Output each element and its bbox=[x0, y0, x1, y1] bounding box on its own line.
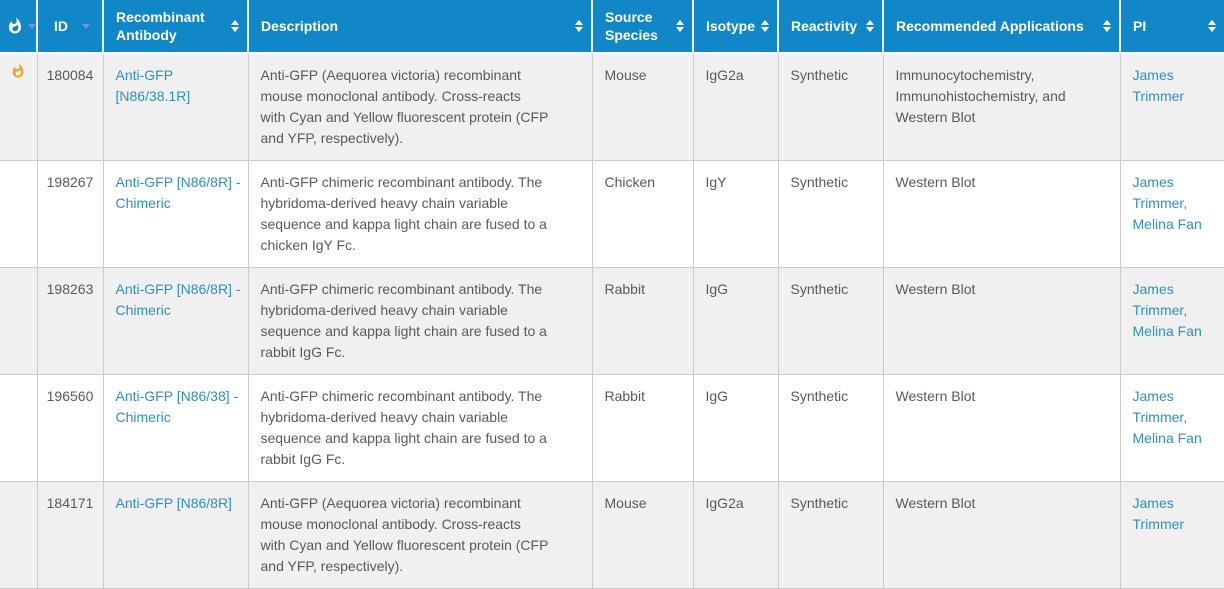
pi-link[interactable]: Melina Fan bbox=[1132, 323, 1202, 339]
antibody-cell: Anti-GFP [N86/8R] - Chimeric bbox=[103, 160, 249, 268]
table-body: 180084 Anti-GFP [N86/38.1R] Anti-GFP (Aequ… bbox=[0, 53, 1224, 589]
source-species-cell: Rabbit bbox=[592, 267, 694, 375]
table-row: 198267 Anti-GFP [N86/8R] - Chimeric Anti-G… bbox=[0, 160, 1224, 268]
sort-icon bbox=[866, 20, 874, 32]
description-cell: Anti-GFP (Aequorea victoria) recombinant… bbox=[248, 481, 593, 589]
id-cell: 196560 bbox=[37, 374, 104, 482]
hot-cell bbox=[0, 160, 38, 268]
antibody-link[interactable]: Anti-GFP [N86/8R] - Chimeric bbox=[115, 281, 241, 318]
pi-cell: James Trimmer bbox=[1120, 53, 1224, 161]
applications-cell: Western Blot bbox=[883, 160, 1121, 268]
column-header-species[interactable]: Source Species bbox=[592, 0, 694, 54]
sort-icon bbox=[676, 20, 684, 32]
sort-descending-icon bbox=[82, 23, 90, 29]
column-header-pi[interactable]: PI bbox=[1120, 0, 1224, 54]
pi-cell: James Trimmer, Melina Fan bbox=[1120, 374, 1224, 482]
isotype-cell: IgG2a bbox=[693, 53, 779, 161]
antibody-link[interactable]: Anti-GFP [N86/8R] - Chimeric bbox=[115, 174, 241, 211]
antibody-cell: Anti-GFP [N86/38] - Chimeric bbox=[103, 374, 249, 482]
isotype-cell: IgG bbox=[693, 267, 779, 375]
applications-cell: Western Blot bbox=[883, 374, 1121, 482]
reactivity-cell: Synthetic bbox=[778, 481, 884, 589]
description-cell: Anti-GFP chimeric recombinant antibody. … bbox=[248, 374, 593, 482]
sort-icon bbox=[575, 20, 583, 32]
hot-cell bbox=[0, 481, 38, 589]
applications-cell: Western Blot bbox=[883, 267, 1121, 375]
reactivity-cell: Synthetic bbox=[778, 53, 884, 161]
column-header-reactivity[interactable]: Reactivity bbox=[778, 0, 884, 54]
pi-link[interactable]: Melina Fan bbox=[1132, 216, 1202, 232]
antibody-link[interactable]: Anti-GFP [N86/38.1R] bbox=[115, 67, 191, 104]
applications-cell: Immunocytochemistry, Immunohistochemistr… bbox=[883, 53, 1121, 161]
column-label-antibody: Recombinant Antibody bbox=[116, 9, 205, 43]
isotype-cell: IgY bbox=[693, 160, 779, 268]
applications-cell: Western Blot bbox=[883, 481, 1121, 589]
column-label-desc: Description bbox=[261, 18, 339, 34]
antibody-cell: Anti-GFP [N86/38.1R] bbox=[103, 53, 249, 161]
pi-cell: James Trimmer, Melina Fan bbox=[1120, 160, 1224, 268]
sort-icon bbox=[1208, 20, 1216, 32]
pi-cell: James Trimmer, Melina Fan bbox=[1120, 267, 1224, 375]
reactivity-cell: Synthetic bbox=[778, 160, 884, 268]
column-header-id[interactable]: ID bbox=[37, 0, 104, 54]
hot-cell bbox=[0, 267, 38, 375]
source-species-cell: Chicken bbox=[592, 160, 694, 268]
hot-cell bbox=[0, 374, 38, 482]
sort-icon bbox=[1103, 20, 1111, 32]
column-label-apps: Recommended Applications bbox=[896, 18, 1084, 34]
pi-link[interactable]: James Trimmer bbox=[1132, 281, 1184, 318]
antibody-cell: Anti-GFP [N86/8R] bbox=[103, 481, 249, 589]
column-label-reactivity: Reactivity bbox=[791, 18, 858, 34]
id-cell: 198263 bbox=[37, 267, 104, 375]
pi-link[interactable]: Melina Fan bbox=[1132, 430, 1202, 446]
pi-link[interactable]: James Trimmer bbox=[1132, 67, 1185, 104]
antibody-link[interactable]: Anti-GFP [N86/38] - Chimeric bbox=[115, 388, 239, 425]
hot-cell bbox=[0, 53, 38, 161]
table-row: 184171 Anti-GFP [N86/8R] Anti-GFP (Aequore… bbox=[0, 481, 1224, 589]
header-row: ID Recombinant Antibody Description Source … bbox=[0, 0, 1224, 54]
description-cell: Anti-GFP chimeric recombinant antibody. … bbox=[248, 267, 593, 375]
isotype-cell: IgG2a bbox=[693, 481, 779, 589]
column-label-id: ID bbox=[54, 18, 68, 34]
isotype-cell: IgG bbox=[693, 374, 779, 482]
sort-descending-icon bbox=[28, 23, 36, 29]
description-cell: Anti-GFP chimeric recombinant antibody. … bbox=[248, 160, 593, 268]
column-header-isotype[interactable]: Isotype bbox=[693, 0, 779, 54]
column-header-desc[interactable]: Description bbox=[248, 0, 593, 54]
reactivity-cell: Synthetic bbox=[778, 374, 884, 482]
pi-separator: , bbox=[1183, 302, 1188, 318]
column-label-isotype: Isotype bbox=[706, 18, 756, 34]
antibody-link[interactable]: Anti-GFP [N86/8R] bbox=[115, 495, 232, 511]
column-header-antibody[interactable]: Recombinant Antibody bbox=[103, 0, 249, 54]
pi-separator: , bbox=[1183, 195, 1188, 211]
pi-cell: James Trimmer bbox=[1120, 481, 1224, 589]
table-row: 198263 Anti-GFP [N86/8R] - Chimeric Anti-G… bbox=[0, 267, 1224, 375]
header-flame-icon bbox=[6, 17, 24, 35]
sort-icon bbox=[231, 20, 239, 32]
pi-link[interactable]: James Trimmer bbox=[1132, 174, 1184, 211]
pi-link[interactable]: James Trimmer bbox=[1132, 495, 1185, 532]
sort-icon bbox=[761, 20, 769, 32]
id-cell: 198267 bbox=[37, 160, 104, 268]
column-header-apps[interactable]: Recommended Applications bbox=[883, 0, 1121, 54]
id-cell: 184171 bbox=[37, 481, 104, 589]
column-label-species: Source Species bbox=[605, 9, 658, 43]
pi-link[interactable]: James Trimmer bbox=[1132, 388, 1184, 425]
pi-separator: , bbox=[1183, 409, 1188, 425]
column-header-hot[interactable] bbox=[0, 0, 38, 54]
flame-icon bbox=[10, 63, 26, 79]
description-cell: Anti-GFP (Aequorea victoria) recombinant… bbox=[248, 53, 593, 161]
id-cell: 180084 bbox=[37, 53, 104, 161]
column-label-pi: PI bbox=[1133, 18, 1147, 34]
antibody-cell: Anti-GFP [N86/8R] - Chimeric bbox=[103, 267, 249, 375]
reactivity-cell: Synthetic bbox=[778, 267, 884, 375]
source-species-cell: Rabbit bbox=[592, 374, 694, 482]
source-species-cell: Mouse bbox=[592, 481, 694, 589]
table-row: 196560 Anti-GFP [N86/38] - Chimeric Anti-G… bbox=[0, 374, 1224, 482]
source-species-cell: Mouse bbox=[592, 53, 694, 161]
table-row: 180084 Anti-GFP [N86/38.1R] Anti-GFP (Aequ… bbox=[0, 53, 1224, 161]
